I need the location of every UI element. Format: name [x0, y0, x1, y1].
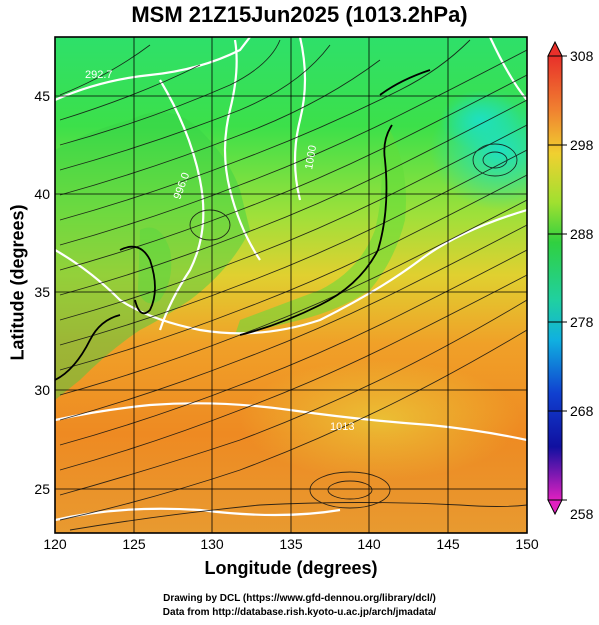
contour-label: 1013	[330, 421, 354, 433]
x-tick-label: 145	[436, 536, 460, 552]
map-title: MSM 21Z15Jun2025 (1013.2hPa)	[131, 2, 468, 27]
temperature-field	[55, 37, 527, 533]
x-tick-label: 135	[279, 536, 303, 552]
x-tick-label: 140	[357, 536, 381, 552]
wind-streamlines	[59, 39, 527, 531]
y-tick-labels: 25 30 35 40 45	[34, 88, 50, 497]
x-tick-labels: 120 125 130 135 140 145 150	[43, 536, 539, 552]
coastlines	[55, 69, 431, 381]
x-tick-label: 150	[515, 536, 539, 552]
contour-label: 1000	[303, 144, 319, 170]
colorbar-label: 308	[570, 48, 594, 64]
land-korea	[138, 227, 172, 304]
colorbar: 308 298 288 278 268 258	[547, 40, 594, 522]
credit-data: Data from http://database.rish.kyoto-u.a…	[162, 607, 437, 618]
y-tick-label: 25	[34, 481, 50, 497]
credit-drawing: Drawing by DCL (https://www.gfd-dennou.o…	[163, 593, 436, 604]
colorbar-label: 298	[570, 137, 594, 153]
plot-frame	[54, 36, 528, 534]
colorbar-label: 258	[570, 506, 594, 522]
x-tick-label: 120	[43, 536, 67, 552]
y-tick-label: 45	[34, 88, 50, 104]
grid	[55, 37, 527, 533]
y-axis-label: Latitude (degrees)	[7, 204, 28, 361]
colorbar-label: 278	[570, 314, 594, 330]
y-tick-label: 40	[34, 186, 50, 202]
x-tick-label: 125	[122, 536, 146, 552]
colorbar-label: 288	[570, 226, 594, 242]
y-tick-label: 35	[34, 284, 50, 300]
colorbar-min-arrow	[547, 499, 563, 516]
contour-label: 292.7	[85, 69, 113, 81]
colorbar-max-arrow	[547, 40, 563, 57]
land-japan	[235, 130, 406, 335]
y-tick-label: 30	[34, 382, 50, 398]
x-tick-label: 130	[200, 536, 224, 552]
contours	[55, 37, 527, 522]
x-axis-label: Longitude (degrees)	[204, 558, 378, 578]
colorbar-label: 268	[570, 403, 594, 419]
